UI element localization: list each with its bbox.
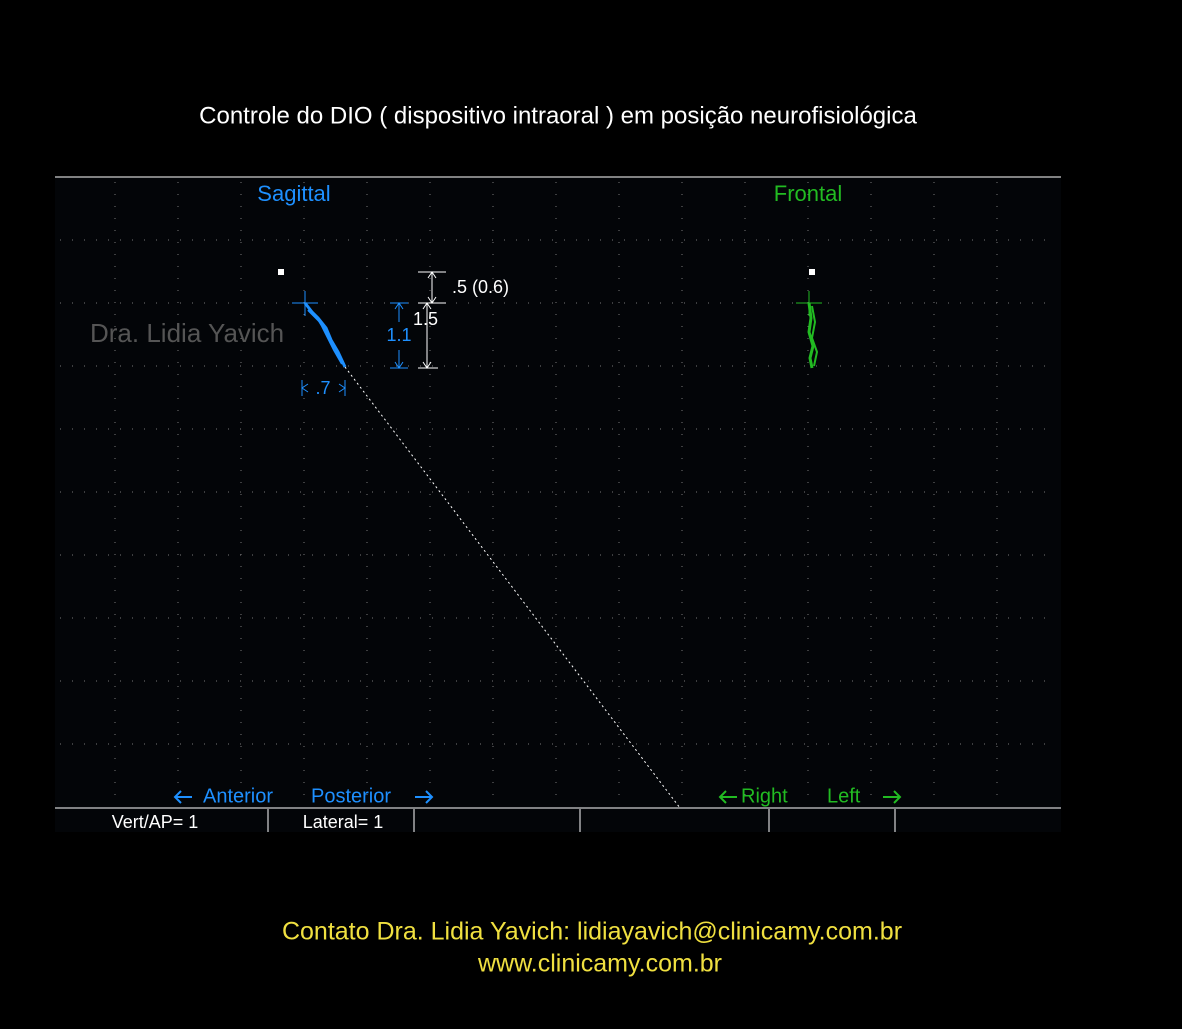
dimension-label: 1.1 [386, 325, 411, 345]
direction-label: Posterior [311, 785, 391, 807]
sagittal-trace [292, 291, 347, 368]
frontal-trace [796, 291, 822, 369]
dimension-blue [301, 302, 408, 396]
direction-label: Anterior [203, 785, 273, 807]
direction-arrows [173, 790, 434, 804]
reference-point [809, 269, 815, 275]
status-text: Lateral= 1 [303, 812, 384, 832]
website: www.clinicamy.com.br [477, 950, 722, 978]
status-text: Vert/AP= 1 [112, 812, 199, 832]
sagittal-label: Sagittal [257, 181, 330, 206]
plot-area [55, 177, 1061, 832]
projection-line [344, 366, 681, 809]
direction-arrows [718, 790, 902, 804]
direction-label: Right [741, 785, 788, 807]
direction-label: Left [827, 785, 861, 807]
watermark: Dra. Lidia Yavich [90, 318, 284, 348]
reference-point [278, 269, 284, 275]
dimension-label: .5 (0.6) [452, 277, 509, 297]
title: Controle do DIO ( dispositivo intraoral … [199, 102, 917, 129]
status-separators [267, 809, 896, 832]
dimension-label: .7 [315, 378, 330, 398]
dimension-label: 1.5 [413, 309, 438, 329]
frontal-label: Frontal [774, 181, 842, 206]
dimension-white [418, 271, 446, 369]
contact: Contato Dra. Lidia Yavich: lidiayavich@c… [282, 918, 902, 946]
